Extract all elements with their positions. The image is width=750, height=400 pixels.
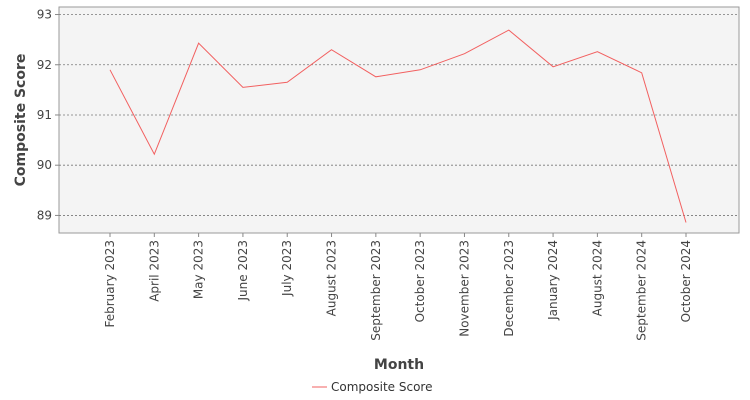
series-line-composite-score [109, 29, 687, 223]
y-tick-label-93: 93 [37, 8, 52, 22]
plot-background [58, 6, 740, 234]
x-axis-ticks: February 2023 April 2023 May 2023 June 2023… [103, 233, 693, 341]
y-axis-title: Composite Score [13, 54, 29, 187]
x-tick-label-june-2023: June 2023 [236, 240, 250, 302]
x-tick-label-september-2023: September 2023 [369, 240, 383, 341]
gridlines [59, 14, 739, 216]
y-axis-ticks: 89 90 91 92 93 [37, 8, 59, 222]
x-tick-label-december-2023: December 2023 [502, 240, 516, 337]
x-axis-title: Month [374, 357, 424, 373]
x-tick-label-september-2024: September 2024 [635, 240, 649, 341]
y-tick-label-91: 91 [37, 108, 52, 122]
x-tick-label-october-2023: October 2023 [413, 240, 427, 322]
legend-label-composite-score: Composite Score [331, 380, 432, 394]
x-tick-label-july-2023: July 2023 [280, 240, 294, 297]
x-tick-label-april-2023: April 2023 [147, 240, 161, 302]
x-tick-label-january-2024: January 2024 [546, 240, 560, 321]
x-tick-label-may-2023: May 2023 [192, 240, 206, 299]
x-tick-label-february-2023: February 2023 [103, 240, 117, 328]
x-tick-label-november-2023: November 2023 [457, 240, 471, 337]
y-tick-label-92: 92 [37, 58, 52, 72]
x-tick-label-august-2024: August 2024 [590, 240, 604, 316]
legend: Composite Score [312, 380, 432, 394]
x-tick-label-august-2023: August 2023 [325, 240, 339, 316]
y-tick-label-90: 90 [37, 158, 52, 172]
x-tick-label-october-2024: October 2024 [679, 240, 693, 322]
series-lines [109, 29, 687, 223]
y-tick-label-89: 89 [37, 208, 52, 222]
